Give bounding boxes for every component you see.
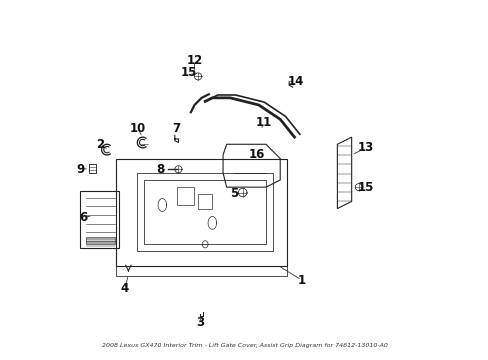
Text: 1: 1	[297, 274, 305, 287]
Text: 9: 9	[76, 163, 84, 176]
Text: 14: 14	[287, 75, 304, 88]
Text: 15: 15	[357, 181, 373, 194]
Text: 4: 4	[121, 283, 129, 296]
Text: 10: 10	[129, 122, 145, 135]
Text: 13: 13	[357, 141, 373, 154]
Text: 8: 8	[156, 163, 164, 176]
Text: 2008 Lexus GX470 Interior Trim - Lift Gate Cover, Assist Grip Diagram for 74612-: 2008 Lexus GX470 Interior Trim - Lift Ga…	[102, 343, 386, 348]
Polygon shape	[85, 237, 115, 244]
Text: 7: 7	[171, 122, 180, 135]
Text: 6: 6	[80, 211, 88, 224]
Text: 12: 12	[186, 54, 202, 67]
Text: 11: 11	[256, 116, 272, 129]
Text: 5: 5	[230, 187, 238, 200]
Text: 3: 3	[195, 316, 203, 329]
Text: 16: 16	[248, 148, 264, 162]
Text: 15: 15	[181, 66, 197, 79]
Text: 2: 2	[96, 138, 103, 151]
